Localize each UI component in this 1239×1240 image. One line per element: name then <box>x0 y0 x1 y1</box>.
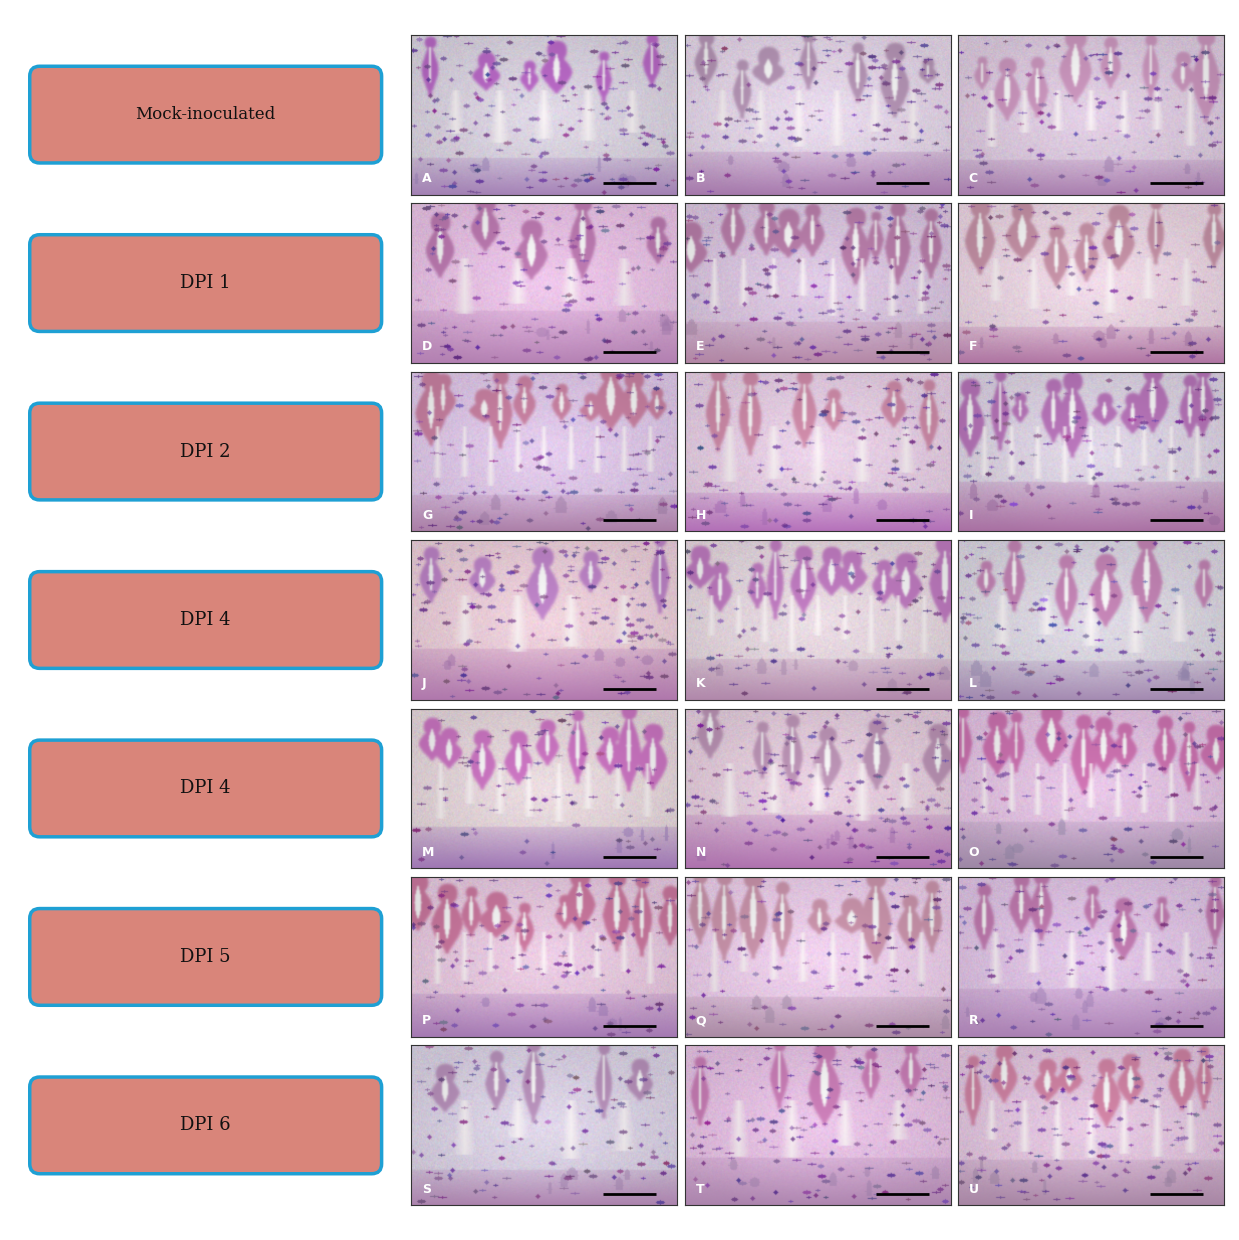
Text: T: T <box>695 1183 704 1195</box>
Text: O: O <box>969 846 979 859</box>
FancyBboxPatch shape <box>30 572 382 668</box>
Text: I: I <box>969 508 974 522</box>
Text: DPI 6: DPI 6 <box>181 1116 230 1135</box>
FancyBboxPatch shape <box>30 66 382 162</box>
Text: Q: Q <box>695 1014 706 1027</box>
Text: B: B <box>695 172 705 185</box>
Text: DPI 2: DPI 2 <box>181 443 230 460</box>
Text: N: N <box>695 846 706 859</box>
Text: G: G <box>422 508 432 522</box>
Text: DPI 4: DPI 4 <box>181 611 230 629</box>
Text: DPI 4: DPI 4 <box>181 780 230 797</box>
Text: U: U <box>969 1183 979 1195</box>
Text: K: K <box>695 677 705 691</box>
Text: P: P <box>422 1014 431 1027</box>
FancyBboxPatch shape <box>30 740 382 837</box>
Text: DPI 5: DPI 5 <box>181 947 230 966</box>
Text: L: L <box>969 677 976 691</box>
Text: J: J <box>422 677 426 691</box>
Text: H: H <box>695 508 706 522</box>
Text: R: R <box>969 1014 979 1027</box>
Text: S: S <box>422 1183 431 1195</box>
Text: D: D <box>422 340 432 353</box>
Text: Mock-inoculated: Mock-inoculated <box>135 107 276 123</box>
FancyBboxPatch shape <box>30 909 382 1006</box>
FancyBboxPatch shape <box>30 403 382 500</box>
Text: M: M <box>422 846 435 859</box>
FancyBboxPatch shape <box>30 1078 382 1174</box>
Text: DPI 1: DPI 1 <box>181 274 230 293</box>
Text: F: F <box>969 340 978 353</box>
Text: A: A <box>422 172 431 185</box>
Text: E: E <box>695 340 704 353</box>
Text: C: C <box>969 172 978 185</box>
FancyBboxPatch shape <box>30 234 382 331</box>
